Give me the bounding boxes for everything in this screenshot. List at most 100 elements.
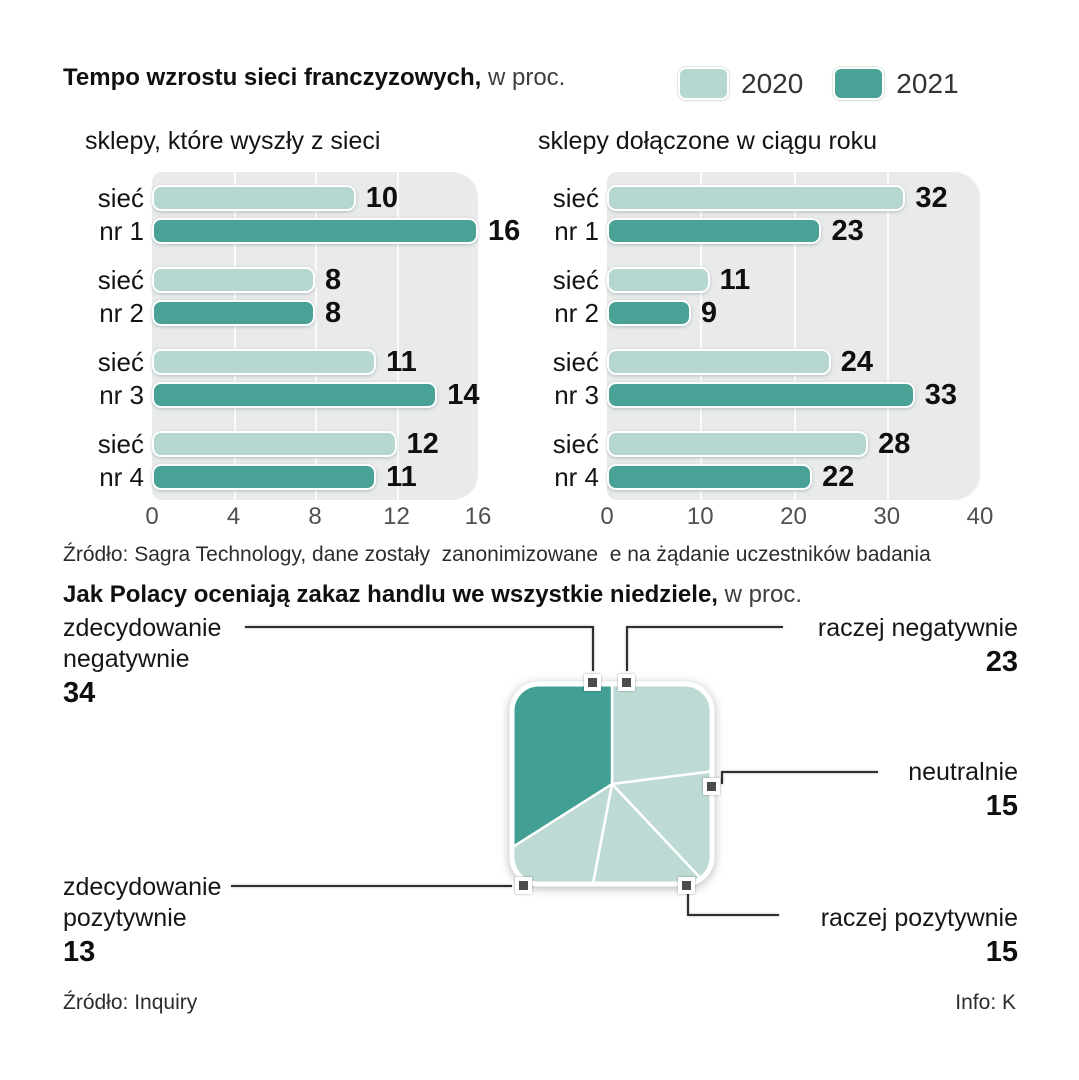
- pie-chart-svg: [509, 681, 715, 887]
- legend-label-2021: 2021: [896, 67, 959, 99]
- callout-value: 15: [985, 790, 1018, 822]
- bar-line: 23: [607, 215, 980, 247]
- axis-tick-label: 8: [308, 503, 322, 530]
- pie-slice-raczej-negatywnie: [610, 684, 712, 786]
- axis-tick-label: 0: [600, 503, 614, 530]
- callout-zdecydowanie-negatywnie: zdecydowanie negatywnie 34: [63, 613, 298, 709]
- chart-subtitle-left: sklepy, które wyszły z sieci: [85, 127, 381, 155]
- callout-label: raczej negatywnie: [817, 614, 1018, 642]
- bar-group: sieć nr 1 10 16: [0, 182, 521, 246]
- section2-title-suffix: w proc.: [717, 581, 802, 608]
- bar-line: 8: [152, 264, 478, 296]
- bar-group: sieć nr 2 8 8: [0, 264, 478, 328]
- bar-chart-right: sklepy dołączone w ciągu roku sieć nr 1 32…: [455, 0, 1079, 545]
- callout-label: zdecydowanie pozytywnie: [63, 873, 222, 932]
- category-label: sieć nr 3: [552, 347, 599, 410]
- gridline: [793, 172, 796, 500]
- gridline: [700, 172, 703, 500]
- bar-line: 12: [152, 428, 478, 460]
- axis-tick-label: 4: [226, 503, 241, 530]
- bar-2020: [607, 185, 906, 211]
- category-label: sieć nr 4: [97, 429, 144, 492]
- bar-value: 32: [915, 182, 948, 214]
- section1-title: Tempo wzrostu sieci franczyzowych, w pro…: [63, 64, 565, 92]
- bar-value: 12: [406, 428, 439, 460]
- callout-label: raczej pozytywnie: [820, 904, 1018, 932]
- axis-tick-label: 10: [686, 503, 714, 530]
- bar-2020: [152, 185, 356, 211]
- bar-value: 8: [325, 264, 342, 296]
- source-note-bottom-right: Info: K: [955, 991, 1016, 1014]
- bar-2020: [152, 267, 315, 293]
- bar-value: 11: [386, 346, 417, 378]
- category-label: sieć nr 2: [97, 265, 144, 328]
- callout-label: zdecydowanie negatywnie: [63, 614, 222, 673]
- bar-line: 24: [607, 346, 980, 378]
- source-note-top: Źródło: Sagra Technology, dane zostały z…: [63, 543, 931, 566]
- leader-line: [687, 890, 779, 916]
- x-axis-right: 0 10 20 30 40: [455, 503, 1079, 533]
- gridline: [233, 172, 236, 500]
- source-note-bottom-left: Źródło: Inquiry: [63, 991, 198, 1014]
- callout-value: 34: [63, 677, 96, 709]
- bar-value: 9: [700, 297, 718, 329]
- category-label: sieć nr 1: [97, 183, 144, 246]
- bar-line: 28: [607, 430, 980, 459]
- callout-zdecydowanie-pozytywnie: zdecydowanie pozytywnie 13: [63, 872, 298, 968]
- leader-line: [626, 626, 783, 671]
- bar-line: 8: [152, 299, 478, 328]
- bar-line: 11: [152, 463, 478, 492]
- section2-title-main: Jak Polacy oceniają zakaz handlu we wszy…: [63, 581, 718, 608]
- callout-value: 13: [63, 936, 96, 968]
- bar-2020: [152, 431, 397, 457]
- section1-title-suffix: w proc.: [481, 64, 566, 91]
- bar-value: 33: [924, 379, 957, 411]
- axis-tick-label: 0: [145, 503, 159, 530]
- bar-value: 23: [831, 215, 864, 247]
- bar-value: 22: [822, 461, 855, 493]
- bar-value: 24: [840, 346, 874, 378]
- axis-tick-label: 16: [464, 503, 492, 530]
- bar-2021: [152, 382, 438, 408]
- axis-tick-label: 12: [383, 503, 410, 530]
- gridline: [315, 172, 317, 500]
- axis-tick-label: 40: [966, 503, 994, 530]
- axis-tick-label: 30: [873, 503, 901, 530]
- chart-subtitle-right: sklepy dołączone w ciągu roku: [538, 127, 878, 155]
- bar-group: sieć nr 4 28 22: [455, 429, 980, 493]
- bar-line: 14: [152, 381, 480, 410]
- section1-title-main: Tempo wzrostu sieci franczyzowych,: [63, 64, 482, 91]
- bar-line: 22: [607, 461, 980, 493]
- bar-line: 10: [152, 182, 478, 214]
- category-label: sieć nr 1: [552, 183, 599, 246]
- bar-value: 16: [488, 215, 521, 247]
- callout-raczej-negatywnie: raczej negatywnie 23: [818, 613, 1018, 678]
- bar-line: 11: [152, 346, 478, 378]
- section2-title: Jak Polacy oceniają zakaz handlu we wszy…: [63, 581, 802, 609]
- bar-chart-left: sklepy, które wyszły z sieci sieć nr 1 10 1…: [0, 0, 545, 545]
- bar-2021: [607, 464, 813, 490]
- legend-label-2020: 2020: [741, 67, 804, 99]
- category-label: sieć nr 3: [97, 347, 144, 410]
- bar-2021: [152, 464, 377, 490]
- axis-tick-label: 20: [780, 503, 807, 530]
- bar-line: 9: [607, 297, 980, 329]
- bar-2020: [607, 431, 869, 457]
- bar-2021: [607, 382, 915, 408]
- bar-value: 10: [365, 182, 399, 214]
- bar-2021: [607, 218, 822, 244]
- bar-group: sieć nr 1 32 23: [455, 182, 980, 247]
- callout-raczej-pozytywnie: raczej pozytywnie 15: [821, 903, 1018, 968]
- bar-2020: [152, 349, 377, 375]
- pie-slice-zdecydowanie-pozytywnie: [512, 782, 614, 884]
- bar-line: 33: [607, 379, 980, 411]
- bar-line: 32: [607, 182, 980, 214]
- bar-2021: [152, 300, 315, 326]
- category-label: sieć nr 4: [552, 429, 599, 492]
- legend-swatch-2021: [833, 67, 885, 100]
- bar-group: sieć nr 4 12 11: [0, 428, 478, 492]
- bar-2021: [152, 218, 478, 244]
- bar-2020: [607, 267, 710, 293]
- x-axis-left: 0 4 8 12 16: [0, 503, 545, 533]
